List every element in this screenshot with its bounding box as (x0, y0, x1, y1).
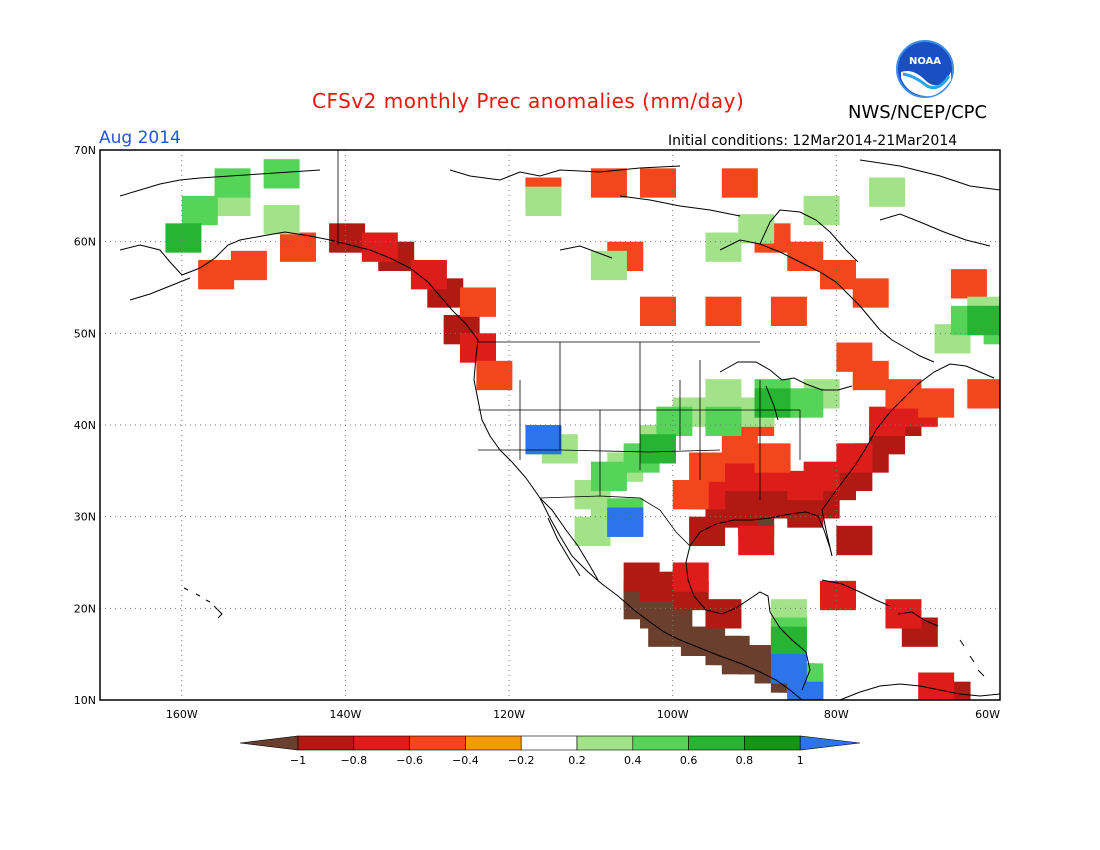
map-frame (99, 149, 1001, 701)
anomaly-cell (640, 296, 676, 326)
lon-tick-label: 120W (493, 708, 525, 721)
lat-tick-label: 10N (74, 694, 96, 707)
lat-tick-label: 40N (74, 419, 96, 432)
anomaly-cell (705, 232, 742, 262)
initial-conditions-label: Initial conditions: 12Mar2014-21Mar2014 (668, 133, 958, 149)
anomaly-cell (640, 434, 676, 464)
anomaly-cell (198, 260, 235, 290)
anomaly-cell (967, 379, 1000, 409)
anomaly-cell (770, 654, 807, 684)
anomaly-cell (590, 250, 627, 281)
anomaly-cell (820, 260, 856, 290)
anomaly-cell (590, 461, 627, 491)
anomaly-cell (836, 525, 873, 556)
anomaly-cell (648, 617, 685, 647)
anomaly-cell (590, 168, 627, 198)
anomaly-cell (820, 580, 856, 611)
anomaly-cell (869, 406, 906, 436)
anomaly-cell (640, 571, 676, 601)
anomaly-cell (230, 250, 267, 281)
anomaly-cell (476, 360, 513, 391)
lon-tick-label: 140W (330, 708, 362, 721)
anomaly-cell (689, 516, 726, 546)
anomaly-cell (525, 186, 562, 216)
noaa-logo-text: NOAA (909, 56, 941, 67)
anomaly-cell (803, 195, 840, 226)
valid-month-label: Aug 2014 (99, 128, 181, 148)
anomaly-cell (852, 360, 889, 391)
anomaly-cell (329, 223, 366, 253)
anomaly-cell (836, 443, 873, 473)
anomaly-cell (787, 241, 824, 271)
anomaly-cell (721, 434, 758, 464)
anomaly-cell (770, 626, 807, 656)
lat-tick-label: 50N (74, 327, 96, 340)
anomaly-cell (263, 205, 300, 235)
anomaly-cell (165, 223, 202, 253)
latitude-tick-labels: 10N 20N 30N 40N 50N 60N 70N (74, 144, 96, 707)
anomaly-cell (574, 516, 611, 546)
anomaly-cell (672, 480, 709, 510)
longitude-tick-labels: 160W 140W 120W 100W 80W 60W (166, 708, 1000, 721)
anomaly-cell (787, 388, 824, 418)
anomaly-cell (967, 305, 1000, 336)
anomaly-cell (885, 599, 922, 629)
anomaly-cell (738, 214, 775, 244)
anomaly-cell (410, 260, 447, 290)
anomaly-cell (787, 681, 824, 700)
anomaly-cell (705, 379, 742, 409)
lat-tick-label: 20N (74, 602, 96, 615)
anomaly-cell (885, 379, 922, 409)
anomaly-cell (803, 461, 840, 491)
anomaly-cell (738, 525, 775, 556)
anomaly-cells-layer (165, 159, 1000, 700)
agency-label: NWS/NCEP/CPC (848, 102, 988, 123)
anomaly-cell (950, 269, 987, 299)
anomaly-cell (640, 168, 676, 198)
anomaly-cell (680, 626, 717, 656)
anomaly-cell (689, 452, 726, 482)
anomaly-cell (721, 461, 758, 491)
anomaly-cell (705, 406, 742, 436)
lon-tick-label: 160W (166, 708, 198, 721)
political-borders-layer (337, 150, 801, 547)
anomaly-cell (770, 296, 807, 326)
lat-tick-label: 30N (74, 511, 96, 524)
lon-tick-label: 100W (657, 708, 689, 721)
anomaly-cell (214, 168, 251, 198)
anomaly-cell (361, 232, 398, 262)
anomaly-cell (280, 232, 316, 262)
lat-tick-label: 70N (74, 144, 96, 157)
anomaly-cell (525, 425, 562, 455)
lat-tick-label: 60N (74, 236, 96, 249)
lon-tick-label: 60W (975, 708, 1000, 721)
anomaly-cell (607, 507, 644, 537)
coastline-layer (119, 159, 1000, 700)
anomaly-cell (460, 287, 496, 317)
anomaly-cell (869, 177, 906, 207)
anomaly-cell (656, 406, 693, 436)
graticule-layer (100, 149, 1001, 701)
anomaly-cell (852, 278, 889, 308)
anomaly-cell (754, 443, 791, 473)
noaa-logo-icon: NOAA (896, 40, 954, 98)
lon-tick-label: 80W (824, 708, 849, 721)
anomaly-cell (705, 296, 742, 326)
map-title: CFSv2 monthly Prec anomalies (mm/day) (312, 89, 745, 113)
anomaly-cell (181, 195, 218, 226)
anomaly-cell (721, 168, 758, 198)
anomaly-cell (918, 388, 955, 418)
anomaly-cell (460, 333, 496, 363)
anomaly-cell (918, 672, 955, 700)
